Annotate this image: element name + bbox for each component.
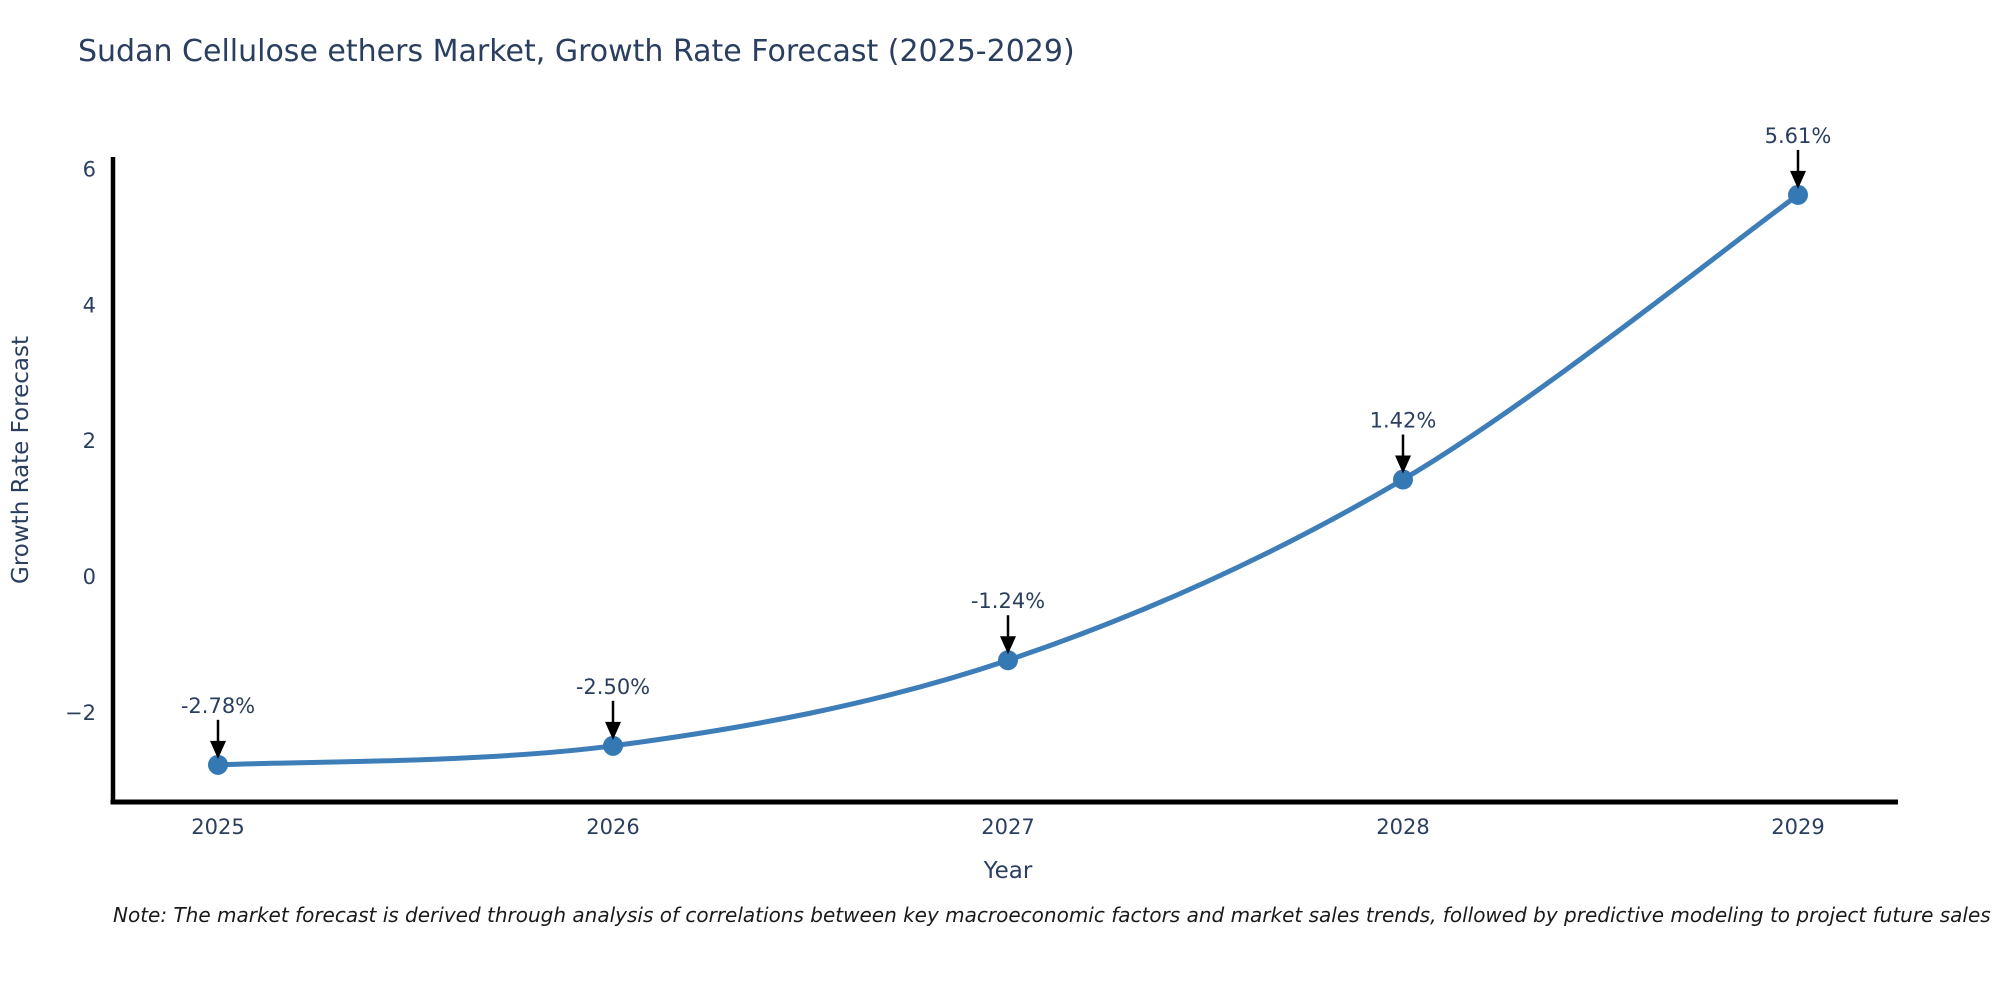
y-tick-label: 2 xyxy=(83,429,96,453)
y-tick-label: 6 xyxy=(83,157,96,181)
data-point-marker xyxy=(603,735,623,756)
forecast-line xyxy=(215,192,1801,768)
annotation-arrow-head xyxy=(1395,455,1411,474)
data-point-label: -2.50% xyxy=(576,675,650,699)
y-tick-label: 4 xyxy=(83,293,96,317)
data-point-marker xyxy=(1788,184,1808,205)
x-tick-label: 2028 xyxy=(1376,815,1429,839)
y-tick-label: −2 xyxy=(65,701,96,725)
annotation-arrow-head xyxy=(1000,636,1016,655)
x-tick-label: 2026 xyxy=(586,815,639,839)
annotation-arrow-head xyxy=(605,721,621,740)
chart-title: Sudan Cellulose ethers Market, Growth Ra… xyxy=(78,34,1075,69)
x-tick-label: 2027 xyxy=(981,815,1034,839)
data-point-label: 5.61% xyxy=(1765,124,1832,148)
data-point-marker xyxy=(998,650,1018,671)
data-point-marker xyxy=(208,754,228,775)
x-tick-label: 2025 xyxy=(191,815,244,839)
data-point-label: -1.24% xyxy=(971,589,1045,613)
y-axis-title: Growth Rate Forecast xyxy=(8,336,34,584)
annotation-arrow-head xyxy=(210,740,226,759)
x-axis-title: Year xyxy=(983,858,1033,884)
y-tick-label: 0 xyxy=(83,565,96,589)
data-point-label: -2.78% xyxy=(181,694,255,718)
footnote: Note: The market forecast is derived thr… xyxy=(113,903,1991,927)
annotation-arrow-head xyxy=(1790,170,1806,189)
data-point-marker xyxy=(1393,469,1413,490)
data-point-label: 1.42% xyxy=(1370,409,1437,433)
x-tick-label: 2029 xyxy=(1771,815,1824,839)
